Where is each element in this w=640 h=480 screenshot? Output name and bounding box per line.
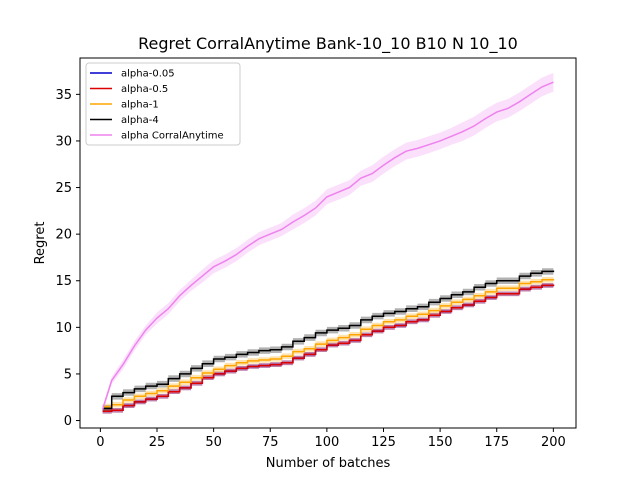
y-tick-label: 15 <box>55 274 72 289</box>
band-alpha-1 <box>102 276 554 410</box>
y-tick-label: 30 <box>55 134 72 149</box>
y-tick-label: 35 <box>55 88 72 103</box>
y-tick-label: 10 <box>55 321 72 336</box>
y-tick-label: 25 <box>55 181 72 196</box>
y-tick-label: 5 <box>64 367 72 382</box>
legend-label-alpha-0-5: alpha-0.5 <box>121 84 168 95</box>
x-tick-label: 150 <box>428 435 453 450</box>
band-alpha-0-05 <box>102 282 554 414</box>
legend-label-alpha-4: alpha-4 <box>121 115 159 126</box>
band-alpha-0-5 <box>102 282 554 414</box>
series-lines <box>101 81 555 412</box>
band-alpha-4 <box>102 267 554 412</box>
legend-label-alpha-1: alpha-1 <box>121 100 159 111</box>
series-line-alpha-4 <box>102 270 555 410</box>
x-tick-label: 175 <box>484 435 509 450</box>
series-line-alpha-1 <box>102 278 555 408</box>
confidence-bands <box>102 72 554 414</box>
x-tick-label: 125 <box>371 435 396 450</box>
x-tick-label: 200 <box>541 435 566 450</box>
x-tick-label: 0 <box>96 435 104 450</box>
x-axis-ticks: 0 25 50 75 100 125 150 175 200 <box>96 428 566 450</box>
legend-box <box>85 62 241 146</box>
legend-label-alpha-corralanytime: alpha CorralAnytime <box>121 131 224 142</box>
y-tick-label: 0 <box>64 414 72 429</box>
plot-frame <box>79 57 577 429</box>
x-tick-label: 75 <box>262 435 279 450</box>
y-tick-label: 20 <box>55 228 72 243</box>
legend: alpha-0.05 alpha-0.5 alpha-1 alpha-4 alpha C… <box>85 62 241 146</box>
band-alpha-corralanytime <box>102 72 554 413</box>
y-axis-ticks: 0 5 10 15 20 25 30 35 <box>55 88 80 429</box>
x-tick-label: 50 <box>205 435 222 450</box>
x-axis-label: Number of batches <box>266 456 391 471</box>
series-line-alpha-0-5 <box>102 284 555 412</box>
y-axis-label: Regret <box>33 222 48 265</box>
x-tick-label: 100 <box>314 435 339 450</box>
legend-label-alpha-0-05: alpha-0.05 <box>121 69 175 80</box>
series-line-alpha-corralanytime <box>101 81 554 410</box>
x-tick-label: 25 <box>149 435 166 450</box>
chart-title: Regret CorralAnytime Bank-10_10 B10 N 10… <box>138 34 518 54</box>
